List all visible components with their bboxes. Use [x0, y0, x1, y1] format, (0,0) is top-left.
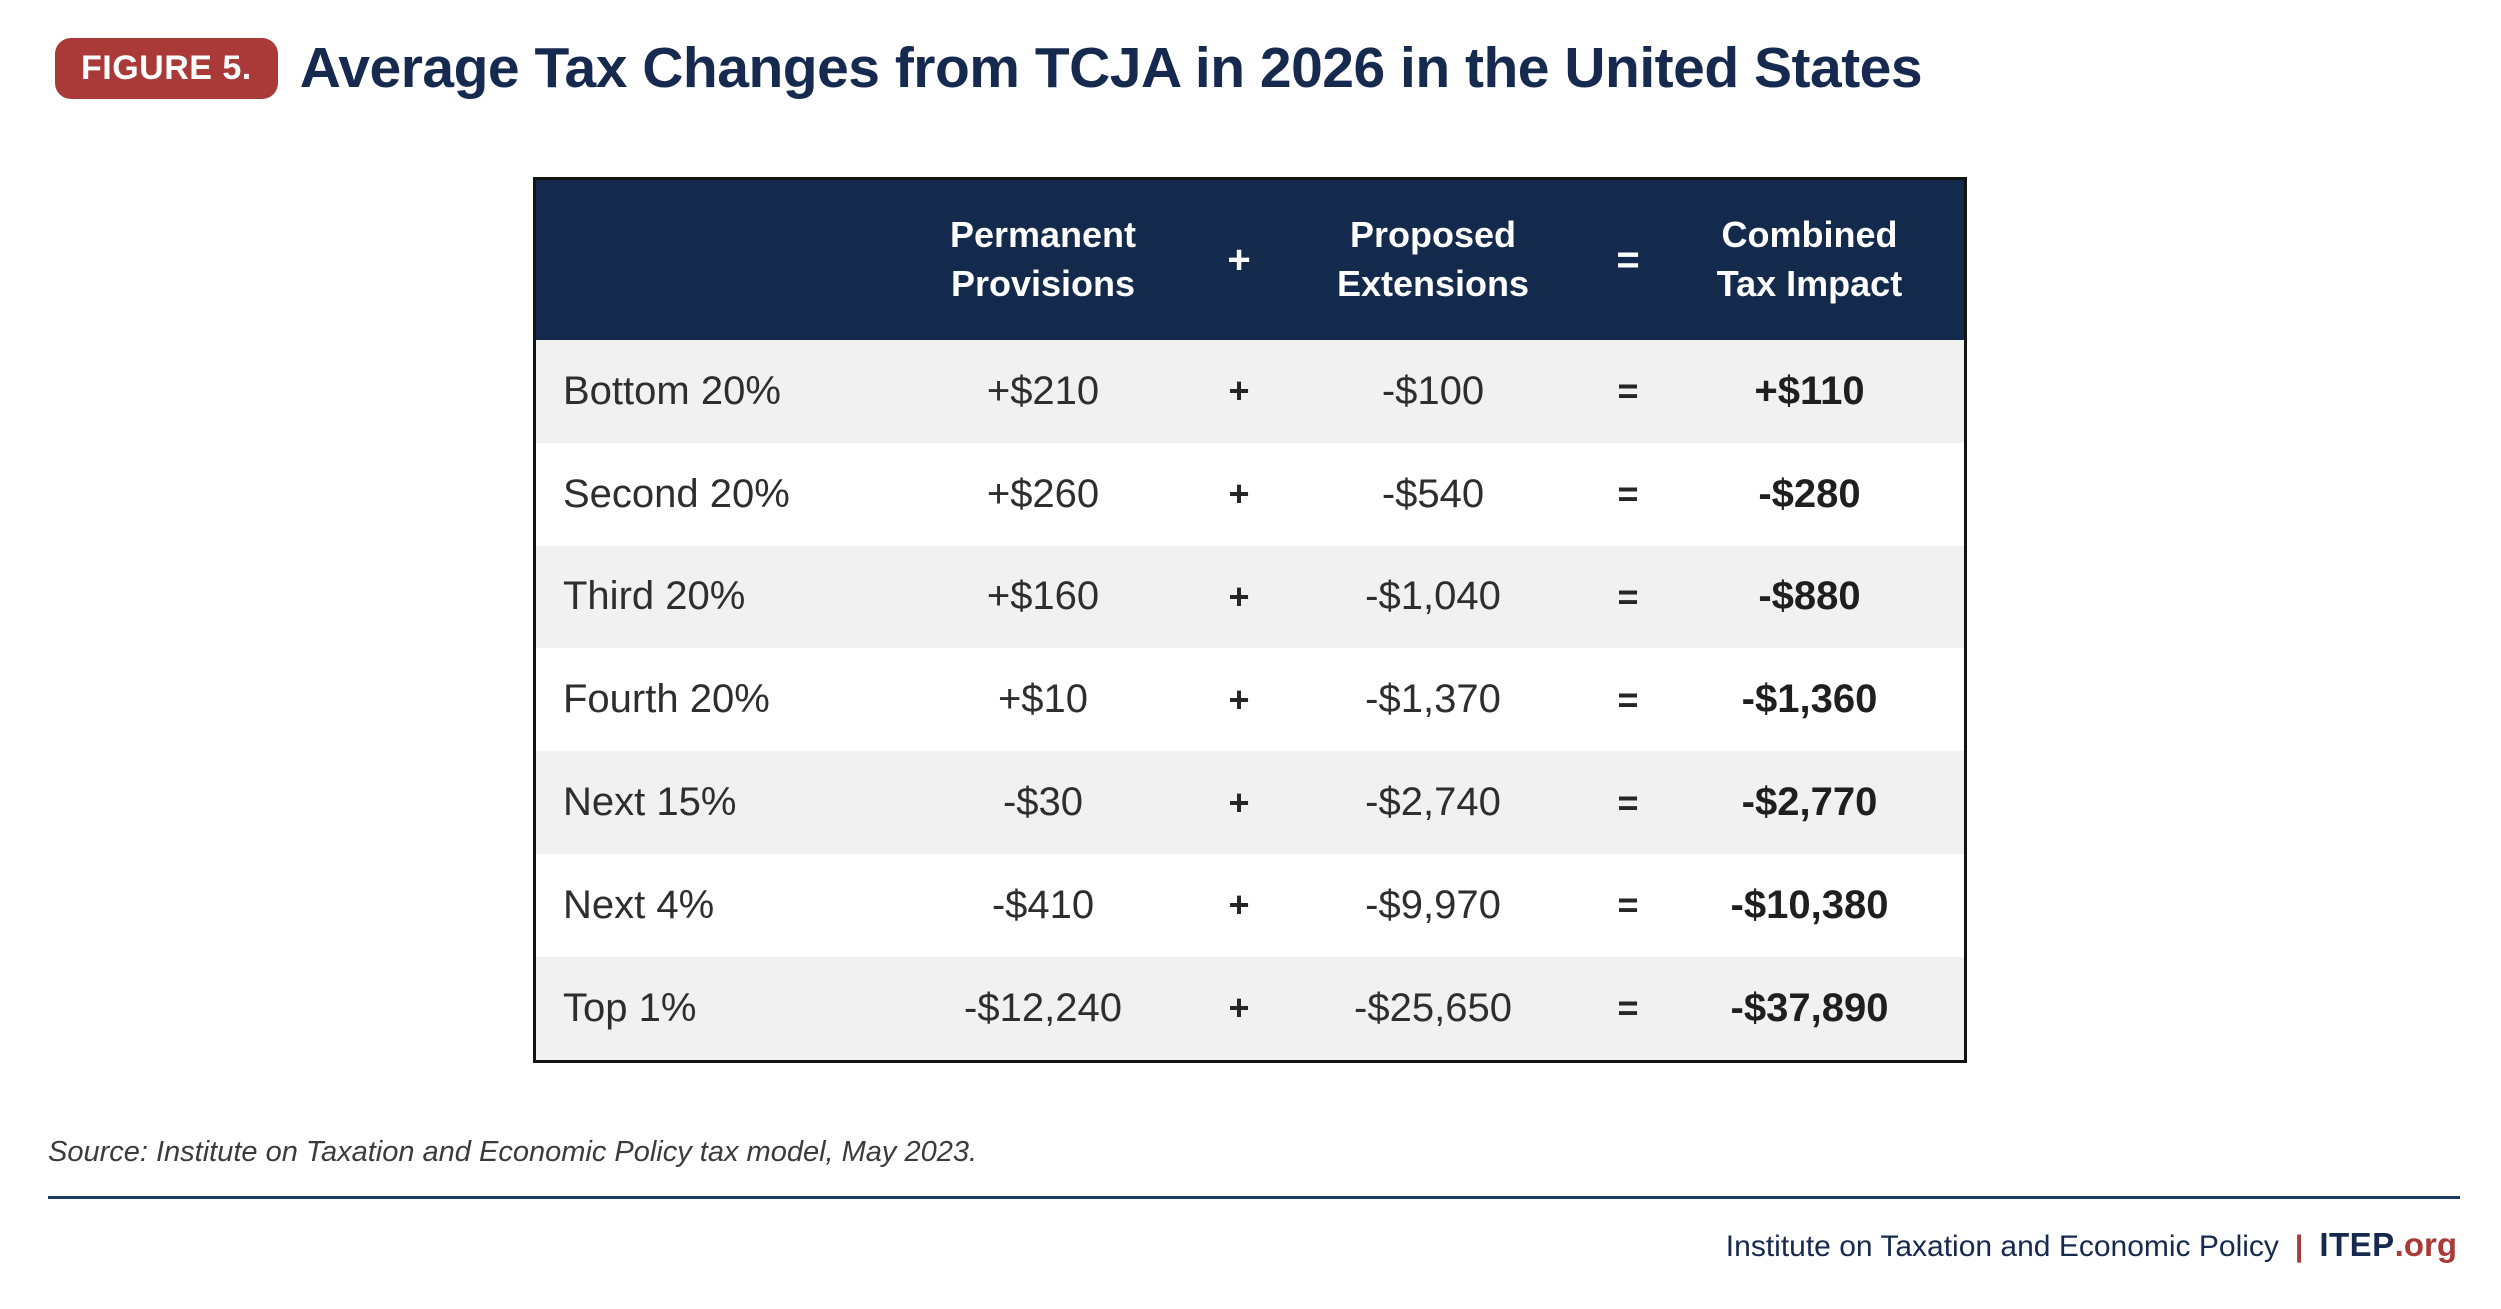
- equals-operator: =: [1617, 473, 1639, 515]
- table-body: Bottom 20% +$210 + -$100 = +$110 Second …: [536, 340, 1964, 1060]
- permanent-provisions-value: -$30: [1002, 780, 1084, 825]
- equals-operator: =: [1617, 987, 1639, 1029]
- equals-operator: =: [1617, 575, 1639, 617]
- footer-brand-itep: ITEP: [2319, 1226, 2395, 1263]
- income-group-label: Next 15%: [563, 780, 737, 825]
- combined-tax-impact-value: -$880: [1758, 574, 1861, 619]
- proposed-extensions-value: -$2,740: [1365, 780, 1501, 825]
- source-note: Source: Institute on Taxation and Econom…: [48, 1136, 978, 1168]
- income-group-label: Bottom 20%: [563, 368, 781, 413]
- combined-tax-impact-value: -$280: [1758, 471, 1861, 516]
- equals-operator: =: [1617, 884, 1639, 926]
- proposed-extensions-value: -$100: [1381, 368, 1485, 413]
- table-row: Next 4% -$410 + -$9,970 = -$10,380: [536, 853, 1964, 957]
- plus-operator: +: [1228, 678, 1250, 720]
- header-proposed-line2: Extensions: [1336, 263, 1530, 304]
- proposed-extensions-value: -$1,040: [1365, 574, 1501, 619]
- permanent-provisions-value: +$160: [986, 574, 1100, 619]
- combined-tax-impact-value: -$2,770: [1741, 780, 1878, 825]
- table-row: Third 20% +$160 + -$1,040 = -$880: [536, 545, 1964, 649]
- tax-changes-table: Permanent Provisions + Proposed Extensio…: [533, 177, 1967, 1063]
- plus-operator: +: [1228, 987, 1250, 1029]
- header-combined-line2: Tax Impact: [1716, 263, 1903, 304]
- plus-operator: +: [1228, 781, 1250, 823]
- proposed-extensions-value: -$540: [1381, 471, 1485, 516]
- figure-title-row: FIGURE 5. Average Tax Changes from TCJA …: [55, 36, 1923, 100]
- income-group-label: Top 1%: [563, 985, 697, 1030]
- equals-operator: =: [1617, 781, 1639, 823]
- plus-operator: +: [1228, 473, 1250, 515]
- header-proposed-line1: Proposed: [1349, 214, 1517, 256]
- footer: Institute on Taxation and Economic Polic…: [1726, 1226, 2457, 1264]
- footer-divider-rule: [48, 1196, 2460, 1199]
- table-row: Next 15% -$30 + -$2,740 = -$2,770: [536, 751, 1964, 854]
- header-combined-line1: Combined: [1721, 214, 1898, 256]
- income-group-label: Second 20%: [563, 471, 790, 516]
- header-plus-operator: +: [1227, 237, 1251, 282]
- table-row: Second 20% +$260 + -$540 = -$280: [536, 442, 1964, 546]
- permanent-provisions-value: +$10: [997, 677, 1089, 722]
- table-row: Bottom 20% +$210 + -$100 = +$110: [536, 340, 1964, 443]
- permanent-provisions-value: -$12,240: [964, 985, 1122, 1030]
- combined-tax-impact-value: -$10,380: [1730, 882, 1889, 927]
- proposed-extensions-value: -$1,370: [1365, 677, 1501, 722]
- plus-operator: +: [1228, 575, 1250, 617]
- header-permanent-provisions: Permanent Provisions: [873, 211, 1213, 308]
- table-row: Fourth 20% +$10 + -$1,370 = -$1,360: [536, 648, 1964, 752]
- equals-operator: =: [1617, 678, 1639, 720]
- permanent-provisions-value: -$410: [991, 882, 1095, 927]
- header-permanent-line1: Permanent: [949, 214, 1137, 256]
- proposed-extensions-value: -$25,650: [1354, 985, 1512, 1030]
- header-equals-operator: =: [1616, 237, 1640, 282]
- plus-operator: +: [1228, 884, 1250, 926]
- footer-brand-group: ITEP.org: [2319, 1226, 2457, 1264]
- income-group-label: Fourth 20%: [563, 677, 770, 722]
- table-header-row: Permanent Provisions + Proposed Extensio…: [536, 180, 1964, 340]
- equals-operator: =: [1617, 370, 1639, 412]
- figure-badge: FIGURE 5.: [55, 38, 278, 99]
- header-proposed-extensions: Proposed Extensions: [1265, 211, 1601, 308]
- footer-pipe-divider: |: [2294, 1230, 2304, 1263]
- income-group-label: Next 4%: [563, 882, 715, 927]
- table-row: Top 1% -$12,240 + -$25,650 = -$37,890: [536, 956, 1964, 1060]
- page-title: Average Tax Changes from TCJA in 2026 in…: [299, 36, 1923, 100]
- permanent-provisions-value: +$210: [986, 368, 1100, 413]
- header-combined-tax-impact: Combined Tax Impact: [1655, 211, 1964, 308]
- footer-org-name: Institute on Taxation and Economic Polic…: [1725, 1230, 2279, 1263]
- proposed-extensions-value: -$9,970: [1365, 882, 1501, 927]
- permanent-provisions-value: +$260: [986, 471, 1100, 516]
- header-permanent-line2: Provisions: [950, 263, 1136, 304]
- income-group-label: Third 20%: [563, 574, 746, 619]
- combined-tax-impact-value: -$1,360: [1741, 677, 1878, 722]
- combined-tax-impact-value: +$110: [1754, 368, 1865, 413]
- footer-brand-org-suffix: .org: [2394, 1226, 2457, 1263]
- plus-operator: +: [1228, 370, 1250, 412]
- combined-tax-impact-value: -$37,890: [1730, 985, 1889, 1030]
